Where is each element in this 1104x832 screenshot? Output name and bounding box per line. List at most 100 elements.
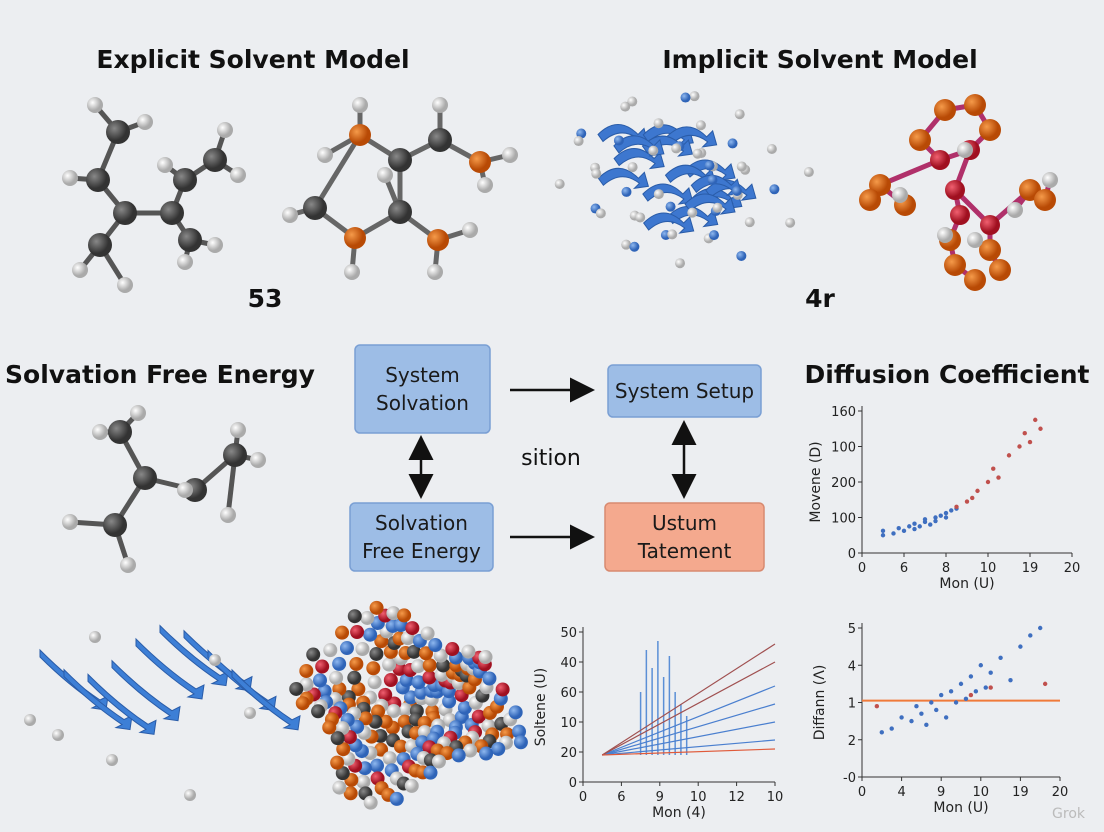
atom [508,705,523,720]
atom [62,170,78,186]
label: 4r [805,284,835,313]
y-axis-label: Diffann (Λ) [812,665,828,741]
atom [457,700,472,715]
point [968,674,974,679]
point [1022,430,1027,436]
point [1027,439,1033,445]
atom [360,610,375,625]
ribbon [613,135,665,157]
atom [471,709,486,724]
x-tick-label: 19 [1022,561,1039,576]
ribbon [684,193,736,215]
y-tick-label: 5 [848,622,856,637]
atom [573,136,584,147]
atom [432,97,448,113]
point [1038,426,1043,431]
point [939,692,944,698]
atom [479,746,494,761]
atom [356,774,371,789]
atom [230,422,246,438]
bond [312,133,363,210]
atom [322,720,337,735]
atom [347,609,362,624]
atom [766,143,777,154]
atom [934,99,956,121]
atom [117,277,133,293]
x-tick-label: 9 [937,785,945,800]
atom [554,179,565,190]
atom [203,148,227,172]
x-tick-label: 10 [767,790,784,805]
x-tick-label: 20 [1052,785,1069,800]
point [917,524,922,529]
line [602,721,776,756]
atom [707,175,718,185]
atom [621,186,632,197]
point [958,681,964,687]
point [922,517,928,522]
point [934,707,939,713]
line [602,748,776,756]
atom [382,657,397,672]
point [880,533,886,538]
point [912,526,917,532]
x-tick-label: 4 [897,785,905,800]
point [912,521,917,526]
flow-label: System [385,363,460,387]
atom [223,443,247,467]
atom [393,739,408,754]
y-tick-label: 40 [560,656,577,671]
atom [370,758,385,773]
atom [405,621,420,636]
point [1017,444,1022,449]
x-axis-label: Mon (U) [933,800,988,816]
point [929,700,934,705]
ribbon [231,668,301,731]
point [975,488,980,494]
point [998,655,1003,660]
ribbon [87,673,157,735]
atom [709,230,720,241]
point [1033,417,1038,423]
atom [445,642,460,657]
atom [671,143,682,154]
point [933,515,938,520]
atom [930,150,950,170]
atom [306,647,321,662]
atom [979,119,1001,141]
atom [282,207,298,223]
atom [217,122,233,138]
label: sition [521,446,581,471]
point [985,479,991,485]
atom [428,128,452,152]
atom [477,177,493,193]
atom [613,135,624,146]
atom [744,217,755,228]
x-axis-label: Mon (U) [939,576,994,592]
atom [635,212,646,223]
atom [250,452,266,468]
point [909,718,914,724]
atom [317,684,332,699]
point [899,715,904,720]
atom [980,215,1000,235]
atom [727,138,738,149]
atom [621,239,632,250]
atom [469,151,491,173]
atom [937,227,953,243]
atom [576,128,587,139]
atom [404,778,419,793]
atom [595,208,606,219]
atom [289,681,304,696]
y-tick-label: 200 [831,476,856,491]
point [996,475,1001,480]
point [953,700,959,705]
atom [244,707,256,719]
point [1042,681,1048,687]
atom [461,644,476,659]
atom [344,264,360,280]
atom [731,186,742,197]
title: Diffusion Coefficient [805,360,1090,389]
atom [120,557,136,573]
atom [89,631,101,643]
